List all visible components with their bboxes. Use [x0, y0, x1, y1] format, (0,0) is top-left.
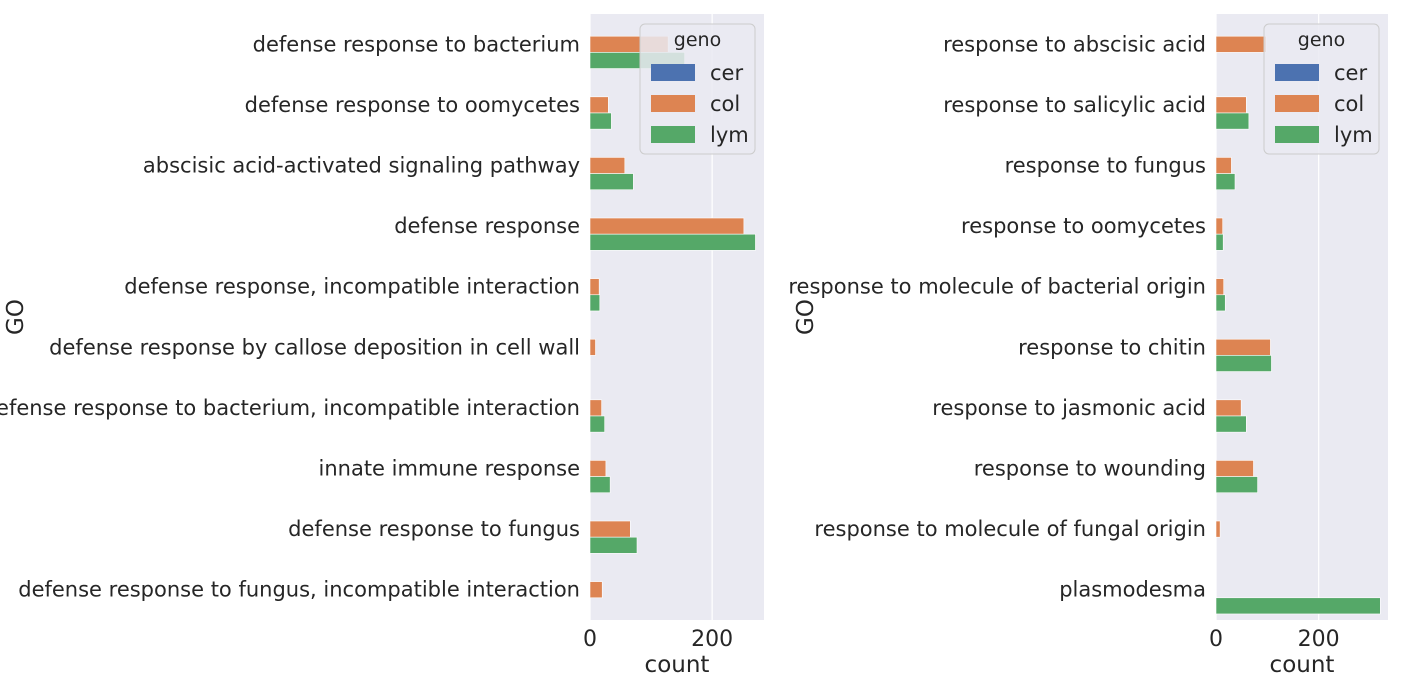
- bar-col: [1215, 217, 1223, 235]
- bar-col: [589, 157, 626, 174]
- bar-lym: [1215, 415, 1247, 433]
- y-axis-label: GO: [793, 299, 819, 335]
- bar-col: [1215, 520, 1221, 538]
- bar-col: [589, 217, 745, 235]
- bar-col: [589, 581, 603, 599]
- x-tick-label: 0: [583, 627, 597, 652]
- bar-lym: [1215, 112, 1250, 130]
- legend-label-lym: lym: [1334, 123, 1373, 147]
- y-tick-label: defense response, incompatible interacti…: [124, 275, 580, 299]
- legend-swatch-lym: [651, 126, 695, 143]
- bar-col: [589, 399, 602, 417]
- legend-title: geno: [1298, 29, 1345, 51]
- x-axis-label: count: [645, 652, 710, 678]
- legend-label-cer: cer: [1334, 61, 1367, 85]
- y-tick-label: response to jasmonic acid: [932, 396, 1206, 420]
- bar-lym: [1215, 355, 1272, 372]
- x-tick-label: 200: [1298, 627, 1340, 652]
- y-tick-label: response to salicylic acid: [943, 93, 1206, 117]
- bar-lym: [1215, 476, 1258, 494]
- bar-col: [589, 278, 600, 296]
- bar-col: [1215, 460, 1254, 477]
- y-tick-label: plasmodesma: [1059, 578, 1206, 602]
- legend-title: geno: [674, 29, 721, 51]
- bar-lym: [589, 233, 756, 251]
- y-tick-label: defense response: [394, 214, 580, 238]
- y-tick-label: response to abscisic acid: [943, 32, 1206, 56]
- legend-box: [1263, 23, 1380, 155]
- bar-col: [1215, 399, 1242, 417]
- bar-col: [1215, 157, 1232, 174]
- bar-col: [589, 338, 596, 356]
- y-tick-label: defense response to fungus, incompatible…: [18, 578, 580, 602]
- bar-col: [1215, 35, 1267, 53]
- y-axis-label: GO: [3, 299, 29, 335]
- y-tick-label: response to molecule of fungal origin: [814, 517, 1206, 541]
- legend-box: [639, 23, 756, 155]
- y-tick-label: response to wounding: [974, 457, 1206, 481]
- bar-col: [1215, 96, 1247, 114]
- legend: geno cer col lym: [639, 23, 756, 155]
- y-tick-label: response to oomycetes: [961, 214, 1206, 238]
- chart-panel-2: response to abscisic acid response to sal…: [788, 14, 1388, 678]
- y-tick-label: defense response by callose deposition i…: [49, 335, 580, 359]
- y-tick-label: defense response to fungus: [288, 517, 580, 541]
- chart-panel-1: defense response to bacterium defense res…: [0, 14, 764, 678]
- bar-lym: [589, 476, 611, 494]
- bar-lym: [589, 173, 634, 191]
- bar-lym: [1215, 294, 1226, 312]
- y-tick-label: innate immune response: [319, 457, 581, 481]
- y-tick-label: defense response to bacterium: [253, 32, 580, 56]
- legend-swatch-cer: [651, 64, 695, 81]
- bar-lym: [589, 536, 638, 554]
- bar-col: [1215, 338, 1271, 356]
- y-tick-label: response to fungus: [1005, 154, 1206, 178]
- legend-label-lym: lym: [710, 123, 749, 147]
- bar-col: [589, 520, 631, 538]
- y-tick-label: defense response to bacterium, incompati…: [0, 396, 580, 420]
- bar-col: [589, 460, 607, 477]
- y-tick-label: abscisic acid-activated signaling pathwa…: [143, 154, 580, 178]
- x-axis-label: count: [1270, 652, 1335, 678]
- legend-swatch-lym: [1275, 126, 1319, 143]
- bar-lym: [1215, 597, 1381, 615]
- legend: geno cer col lym: [1263, 23, 1380, 155]
- bar-col: [1215, 278, 1225, 296]
- x-tick-label: 200: [691, 627, 733, 652]
- legend-label-col: col: [1334, 92, 1364, 116]
- x-tick-label: 0: [1209, 627, 1223, 652]
- legend-swatch-col: [1275, 95, 1319, 112]
- y-tick-label: response to chitin: [1018, 335, 1206, 359]
- bar-lym: [1215, 233, 1224, 251]
- bar-lym: [589, 112, 612, 130]
- bar-lym: [589, 294, 601, 312]
- legend-label-col: col: [710, 92, 740, 116]
- legend-swatch-col: [651, 95, 695, 112]
- y-tick-label: response to molecule of bacterial origin: [788, 275, 1206, 299]
- bar-lym: [589, 415, 605, 433]
- bar-lym: [1215, 173, 1236, 191]
- legend-label-cer: cer: [710, 61, 743, 85]
- bar-col: [589, 96, 609, 114]
- legend-swatch-cer: [1275, 64, 1319, 81]
- y-tick-label: defense response to oomycetes: [245, 93, 580, 117]
